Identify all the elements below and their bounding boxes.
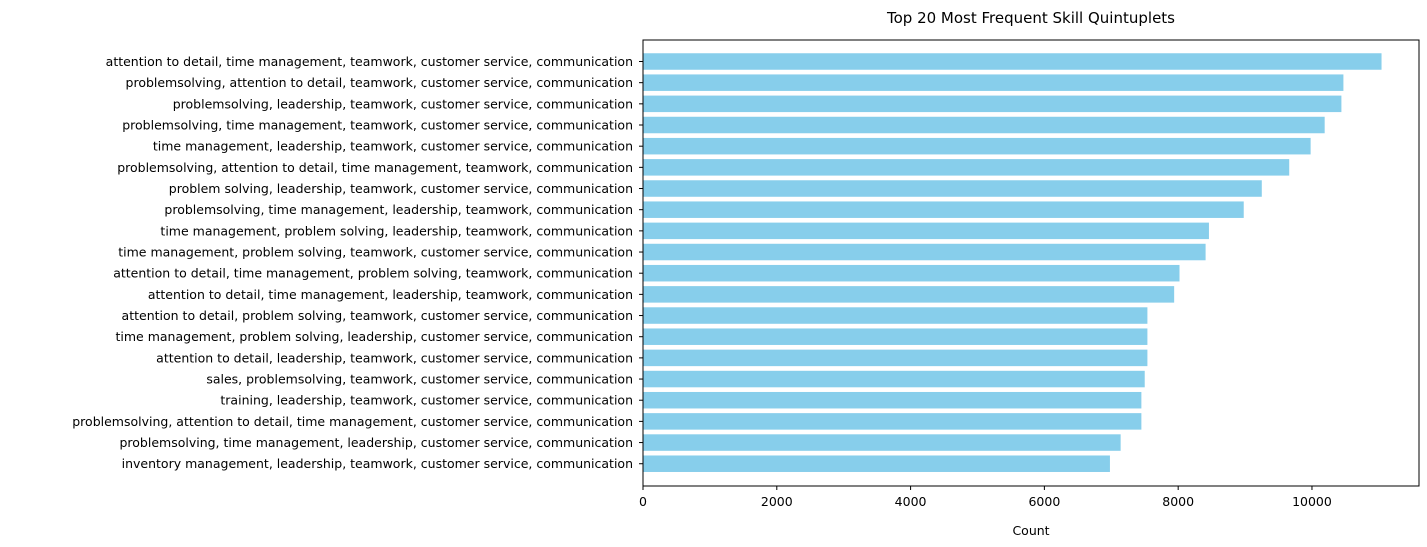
bar xyxy=(643,159,1290,176)
y-tick-label: problemsolving, leadership, teamwork, cu… xyxy=(173,96,633,111)
y-tick-label: problemsolving, time management, teamwor… xyxy=(122,118,633,133)
y-tick-label: problem solving, leadership, teamwork, c… xyxy=(169,181,633,196)
y-tick-label: time management, leadership, teamwork, c… xyxy=(153,139,633,154)
x-tick-label: 0 xyxy=(639,494,647,509)
y-tick-label: problemsolving, attention to detail, tim… xyxy=(117,160,633,175)
bar xyxy=(643,370,1145,388)
y-tick-labels: attention to detail, time management, te… xyxy=(72,54,643,471)
y-tick-label: attention to detail, problem solving, te… xyxy=(122,308,633,323)
bar xyxy=(643,137,1311,155)
x-axis-label: Count xyxy=(1012,523,1049,538)
y-tick-label: attention to detail, time management, le… xyxy=(148,287,633,302)
bar xyxy=(643,307,1148,324)
y-tick-label: problemsolving, time management, leaders… xyxy=(119,435,633,450)
y-tick-label: problemsolving, attention to detail, tea… xyxy=(126,75,633,90)
bars-group xyxy=(643,53,1382,472)
bar xyxy=(643,116,1325,134)
bar xyxy=(643,328,1148,345)
bar xyxy=(643,413,1142,430)
bar xyxy=(643,286,1175,303)
x-tick-label: 2000 xyxy=(761,494,793,509)
bar xyxy=(643,53,1382,70)
x-tick-label: 6000 xyxy=(1028,494,1060,509)
y-tick-label: attention to detail, time management, pr… xyxy=(113,266,633,281)
x-axis-ticks: 0 2000 4000 6000 8000 10000 xyxy=(639,486,1332,509)
bar xyxy=(643,180,1262,197)
y-tick-label: time management, problem solving, leader… xyxy=(116,329,634,344)
bar xyxy=(643,243,1206,261)
x-tick-label: 4000 xyxy=(895,494,927,509)
x-tick-label: 8000 xyxy=(1162,494,1194,509)
bar xyxy=(643,222,1209,240)
y-tick-label: time management, problem solving, leader… xyxy=(160,223,633,238)
y-tick-label: attention to detail, time management, te… xyxy=(106,54,633,69)
bar xyxy=(643,349,1148,367)
bar xyxy=(643,434,1121,451)
y-tick-label: sales, problemsolving, teamwork, custome… xyxy=(206,372,633,387)
plot-frame xyxy=(642,39,1420,487)
bar xyxy=(643,391,1142,409)
bar xyxy=(643,201,1244,218)
y-tick-label: training, leadership, teamwork, customer… xyxy=(220,393,633,408)
bar xyxy=(643,95,1342,113)
plot-frame-border xyxy=(642,39,1420,487)
x-tick-label: 10000 xyxy=(1292,494,1332,509)
y-tick-label: attention to detail, leadership, teamwor… xyxy=(156,350,633,365)
chart-title: Top 20 Most Frequent Skill Quintuplets xyxy=(886,9,1175,27)
bar xyxy=(643,74,1344,91)
bar xyxy=(643,264,1180,282)
y-tick-label: time management, problem solving, teamwo… xyxy=(118,245,633,260)
y-tick-label: problemsolving, time management, leaders… xyxy=(164,202,633,217)
bar xyxy=(643,455,1110,472)
y-tick-label: problemsolving, attention to detail, tim… xyxy=(72,414,633,429)
y-tick-label: inventory management, leadership, teamwo… xyxy=(122,456,633,471)
